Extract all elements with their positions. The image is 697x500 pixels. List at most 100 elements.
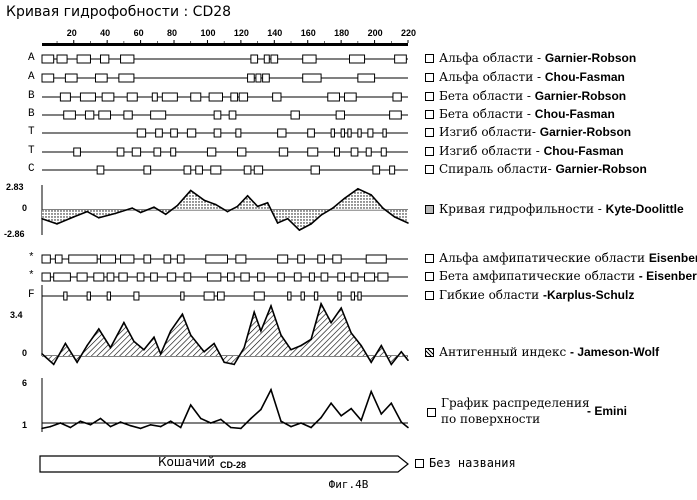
amphipathic-track-segment <box>137 273 144 281</box>
hydro-legend: Кривая гидрофильности - Kyte-Doolittle <box>425 202 684 216</box>
structure-track-segment <box>279 148 287 156</box>
amphipathic-track-segment <box>134 292 139 300</box>
structure-track-segment <box>124 111 132 119</box>
structure-track-segment <box>331 129 334 137</box>
hydrophilicity-point <box>344 198 346 200</box>
hydrophilicity-point <box>165 214 167 216</box>
hydrophilicity-point <box>215 204 217 206</box>
structure-track-legend: Альфа области - Chou-Fasman <box>425 70 625 84</box>
hydrophilicity-point <box>267 202 269 204</box>
figure-caption: Фиг.4B <box>0 478 697 491</box>
amphipathic-track-segment <box>55 255 62 263</box>
legend-swatch <box>425 272 434 281</box>
antigenic-index-point <box>300 345 302 347</box>
surface-ymin-label: 1 <box>22 420 27 430</box>
structure-track-segment <box>171 148 176 156</box>
amphipathic-track-segment <box>321 273 328 281</box>
legend-label: Гибкие области <box>439 288 543 302</box>
amphipathic-track-segment <box>64 292 67 300</box>
structure-track-legend: Изгиб области- Garnier-Robson <box>425 125 631 139</box>
legend-method: Garnier-Robson <box>535 89 626 103</box>
surface-probability-point <box>50 426 52 428</box>
hydrophilicity-point <box>177 205 179 207</box>
structure-track-segment <box>231 93 238 101</box>
legend-swatch <box>425 92 434 101</box>
amphipathic-track-segment <box>314 292 317 300</box>
amphipathic-track-segment <box>94 273 104 281</box>
legend-method: - Emini <box>587 404 627 418</box>
hydrophilicity-point <box>299 229 301 231</box>
amphipathic-track-segment <box>351 292 354 300</box>
legend-label: Без названия <box>429 456 516 470</box>
legend-label: Альфа области - <box>439 51 545 65</box>
legend-label: Бета амфипатические области <box>439 269 639 283</box>
antigenic-index-point <box>360 345 362 347</box>
structure-track-segment <box>184 166 191 174</box>
structure-track-segment <box>207 148 215 156</box>
structure-track-segment <box>74 148 81 156</box>
surface-probability-point <box>360 420 362 422</box>
structure-track-segment <box>328 93 340 101</box>
legend-swatch <box>415 459 424 468</box>
amphipathic-track-legend: Гибкие области -Karplus-Schulz <box>425 288 634 302</box>
hydrophilicity-point <box>98 217 100 219</box>
surface-probability-point <box>407 427 409 429</box>
amphipathic-track-segment <box>206 255 228 263</box>
amphipathic-track-segment <box>351 273 358 281</box>
structure-track-segment <box>85 111 93 119</box>
legend-swatch <box>425 147 434 156</box>
antigenic-index-point <box>223 362 225 364</box>
structure-track-segment <box>132 148 140 156</box>
surface-probability-point <box>80 420 82 422</box>
surface-probability-point <box>310 427 312 429</box>
antigenic-index-point <box>143 349 145 351</box>
ruler-tick-label: 200 <box>368 28 383 38</box>
antigenic-index-point <box>320 303 322 305</box>
surface-probability-point <box>381 413 383 415</box>
antigenic-index-point <box>65 343 67 345</box>
amphipathic-track-segment <box>177 255 184 263</box>
legend-swatch <box>425 73 434 82</box>
ruler-tick-label: 80 <box>167 28 177 38</box>
antigenic-index-point <box>233 364 235 366</box>
surface-probability-point <box>300 422 302 424</box>
legend-label: Спираль области- <box>439 162 555 176</box>
track-letter: A <box>28 52 35 64</box>
legend-swatch <box>425 165 434 174</box>
amphipathic-track-segment <box>184 273 191 281</box>
structure-track-segment <box>137 129 145 137</box>
hydrophilicity-point <box>277 222 279 224</box>
antigenic-index-point <box>401 351 403 353</box>
legend-swatch <box>425 348 434 357</box>
structure-track-segment <box>238 148 246 156</box>
structure-track-segment <box>303 55 316 63</box>
hydrophilicity-point <box>382 207 384 209</box>
surface-probability-point <box>220 419 222 421</box>
amphipathic-track-segment <box>54 273 71 281</box>
structure-track-segment <box>214 111 221 119</box>
structure-track-segment <box>191 93 201 101</box>
structure-track-segment <box>214 129 221 137</box>
surface-probability-point <box>350 408 352 410</box>
structure-track-segment <box>303 74 321 82</box>
legend-swatch <box>425 110 434 119</box>
track-letter: C <box>28 163 35 175</box>
legend-label: Изгиб области - <box>439 144 544 158</box>
structure-track-segment <box>334 148 339 156</box>
antigenic-index-point <box>53 364 55 366</box>
track-letter: T <box>28 126 35 138</box>
structure-track-segment <box>151 111 166 119</box>
structure-track-segment <box>196 166 203 174</box>
structure-track-segment <box>100 55 108 63</box>
sequence-arrow-sublabel: CD-28 <box>220 460 246 470</box>
structure-track-segment <box>244 166 251 174</box>
amphipathic-track-segment <box>378 273 388 281</box>
legend-method: - Eisenberg <box>639 269 697 283</box>
hydro-ymin-label: -2.86 <box>4 229 25 239</box>
legend-swatch <box>425 205 434 214</box>
amphipathic-track-segment <box>338 292 341 300</box>
surface-probability-point <box>70 427 72 429</box>
amphipathic-track-segment <box>87 292 90 300</box>
structure-track-segment <box>239 93 247 101</box>
ruler-tick-label: 100 <box>200 28 215 38</box>
